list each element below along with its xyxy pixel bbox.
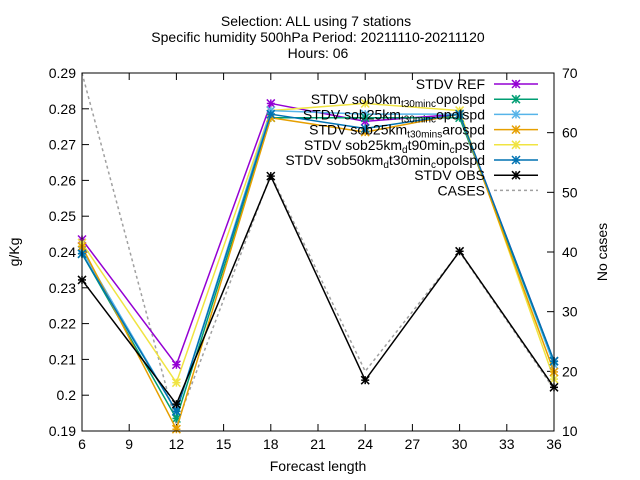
y-tick-label: 0.2 xyxy=(57,387,77,403)
legend-label: STDV REF xyxy=(416,76,485,92)
legend-label: STDV sob50kmdt30mincopolspd xyxy=(285,152,485,171)
axis-ticks: 0.19 0.2 0.21 0.22 0.23 0.24 0.25 0.26 0.27 0.28 0… xyxy=(49,65,578,452)
y2-tick-label: 70 xyxy=(562,65,578,81)
y-tick-label: 0.26 xyxy=(49,172,76,188)
legend-label: STDV sob0kmt30mincopolspd xyxy=(311,91,485,110)
legend-label: STDV sob25kmdt90mincpspd xyxy=(304,137,485,156)
y-tick-label: 0.22 xyxy=(49,316,76,332)
plot-frame xyxy=(81,72,555,432)
x-tick-label: 9 xyxy=(125,436,133,452)
x-tick-label: 36 xyxy=(546,436,562,452)
y-tick-label: 0.28 xyxy=(49,101,76,117)
legend-label: STDV OBS xyxy=(414,167,485,183)
x-tick-label: 6 xyxy=(78,436,86,452)
series-line xyxy=(81,113,555,414)
y-tick-label: 0.24 xyxy=(49,244,76,260)
x-tick-label: 21 xyxy=(310,436,326,452)
y2-tick-label: 50 xyxy=(562,184,578,200)
y2-tick-label: 40 xyxy=(562,244,578,260)
y-axis-label: g/Kg xyxy=(6,238,22,267)
x-tick-label: 30 xyxy=(452,436,468,452)
x-tick-label: 15 xyxy=(216,436,232,452)
chart-title-line-3: Hours: 06 xyxy=(288,45,349,61)
y-tick-label: 0.21 xyxy=(49,351,76,367)
y2-tick-label: 10 xyxy=(562,423,578,439)
y2-axis-label: No cases xyxy=(594,223,610,281)
y2-tick-label: 60 xyxy=(562,125,578,141)
x-tick-label: 27 xyxy=(405,436,421,452)
chart-series xyxy=(77,72,559,434)
y-tick-label: 0.25 xyxy=(49,208,76,224)
chart-title: Selection: ALL using 7 stations Specific… xyxy=(151,13,485,61)
legend-label: STDV sob25kmt30minsarospd xyxy=(309,122,485,141)
chart-title-line-1: Selection: ALL using 7 stations xyxy=(221,13,411,29)
y2-tick-label: 20 xyxy=(562,363,578,379)
y-tick-label: 0.29 xyxy=(49,65,76,81)
y2-tick-label: 30 xyxy=(562,304,578,320)
chart-title-line-2: Specific humidity 500hPa Period: 2021111… xyxy=(151,29,485,45)
x-tick-label: 24 xyxy=(357,436,373,452)
legend-label: STDV sob25kmt30mincopolspd xyxy=(303,106,485,125)
x-tick-label: 12 xyxy=(169,436,185,452)
series-line xyxy=(81,174,555,406)
x-axis-label: Forecast length xyxy=(270,458,367,474)
legend-label: CASES xyxy=(438,182,485,198)
y-tick-label: 0.23 xyxy=(49,280,76,296)
y-tick-label: 0.27 xyxy=(49,137,76,153)
y-tick-label: 0.19 xyxy=(49,423,76,439)
x-tick-label: 18 xyxy=(263,436,279,452)
series-6 xyxy=(77,171,559,409)
x-tick-label: 33 xyxy=(499,436,515,452)
